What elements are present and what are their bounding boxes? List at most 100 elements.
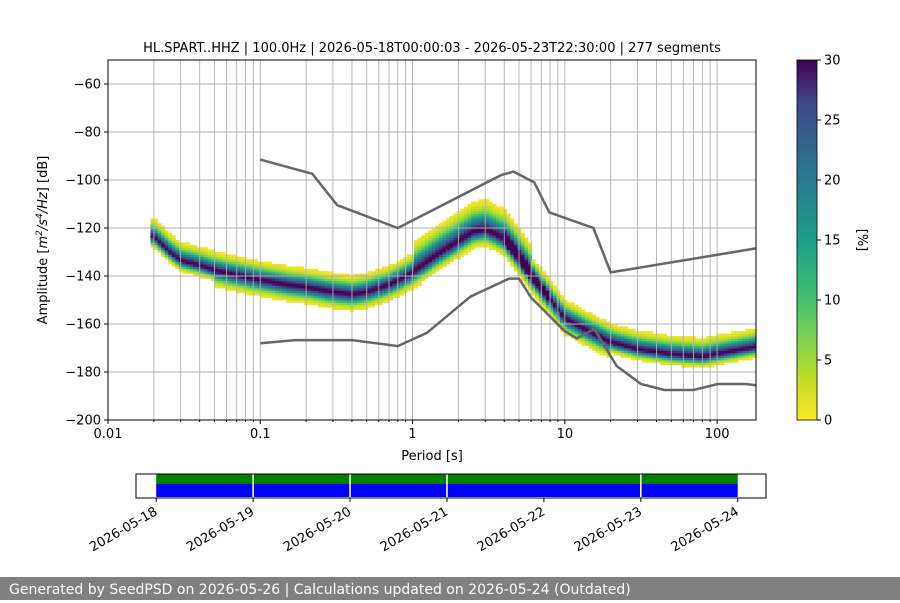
density-cell: [182, 261, 187, 265]
density-cell: [367, 280, 372, 284]
density-cell: [253, 271, 258, 274]
density-cell: [488, 247, 493, 250]
density-cell: [606, 324, 611, 327]
density-cell: [520, 242, 525, 246]
density-cell: [478, 244, 483, 248]
density-cell: [613, 345, 618, 349]
density-cell: [552, 307, 557, 310]
density-cell: [513, 240, 518, 243]
colorbar-tick-label: 0: [824, 414, 832, 429]
density-cell: [506, 244, 511, 248]
density-cell: [645, 352, 650, 356]
density-cell: [752, 328, 756, 332]
density-cell: [488, 228, 493, 231]
density-cell: [741, 338, 746, 342]
density-cell: [150, 223, 155, 226]
density-cell: [292, 300, 297, 303]
density-cell: [264, 268, 269, 272]
density-cell: [406, 273, 411, 277]
density-cell: [421, 268, 426, 272]
density-cell: [446, 242, 451, 246]
density-cell: [652, 350, 657, 354]
density-cell: [481, 208, 486, 212]
density-cell: [389, 278, 394, 282]
density-cell: [574, 304, 579, 308]
density-cell: [531, 278, 536, 282]
density-cell: [442, 235, 447, 238]
density-cell: [592, 316, 597, 320]
density-cell: [346, 278, 351, 282]
density-cell: [609, 350, 614, 354]
density-cell: [688, 336, 693, 339]
density-cell: [264, 276, 269, 279]
density-cell: [656, 336, 661, 339]
density-cell: [378, 278, 383, 282]
density-cell: [748, 357, 753, 361]
density-cell: [720, 350, 725, 354]
density-cell: [570, 326, 575, 330]
density-cell: [435, 230, 440, 234]
density-cell: [449, 240, 454, 243]
density-cell: [360, 288, 365, 291]
density-cell: [182, 252, 187, 255]
density-cell: [371, 285, 376, 289]
density-cell: [503, 208, 508, 212]
density-cell: [752, 336, 756, 339]
density-cell: [449, 223, 454, 226]
density-cell: [481, 230, 486, 234]
density-cell: [460, 237, 465, 241]
density-cell: [738, 333, 743, 337]
density-cell: [392, 292, 397, 296]
density-cell: [485, 199, 490, 202]
density-cell: [292, 290, 297, 294]
density-cell: [463, 242, 468, 246]
density-cell: [303, 288, 308, 291]
density-cell: [414, 273, 419, 277]
density-cell: [321, 292, 326, 296]
density-cell: [285, 273, 290, 277]
density-cell: [488, 218, 493, 222]
density-cell: [203, 252, 208, 255]
density-cell: [182, 242, 187, 246]
density-cell: [666, 362, 671, 366]
density-cell: [424, 266, 429, 270]
density-cell: [674, 336, 679, 339]
density-cell: [570, 331, 575, 334]
density-cell: [414, 261, 419, 265]
density-cell: [310, 283, 315, 286]
density-cell: [399, 278, 404, 282]
density-cell: [339, 295, 344, 298]
density-cell: [378, 295, 383, 298]
density-cell: [449, 232, 454, 236]
density-cell: [446, 232, 451, 236]
density-cell: [563, 307, 568, 310]
density-cell: [243, 288, 248, 291]
density-cell: [435, 232, 440, 236]
density-cell: [617, 336, 622, 339]
density-cell: [196, 249, 201, 253]
density-cell: [303, 278, 308, 282]
density-cell: [317, 276, 322, 279]
density-cell: [503, 211, 508, 214]
density-cell: [731, 336, 736, 339]
density-cell: [332, 278, 337, 282]
density-cell: [727, 355, 732, 358]
density-cell: [602, 340, 607, 344]
density-cell: [474, 225, 479, 229]
density-cell: [506, 216, 511, 219]
density-cell: [424, 268, 429, 272]
density-cell: [446, 259, 451, 262]
density-cell: [211, 259, 215, 262]
density-cell: [752, 355, 756, 358]
density-cell: [449, 244, 454, 248]
density-cell: [371, 283, 376, 286]
density-cell: [314, 276, 319, 279]
density-cell: [225, 288, 230, 291]
density-cell: [688, 345, 693, 349]
density-cell: [346, 302, 351, 306]
density-cell: [709, 340, 714, 344]
density-cell: [278, 290, 283, 294]
density-cell: [414, 256, 419, 260]
coverage-tick-label: 2026-05-19: [184, 504, 257, 555]
density-cell: [150, 242, 155, 246]
